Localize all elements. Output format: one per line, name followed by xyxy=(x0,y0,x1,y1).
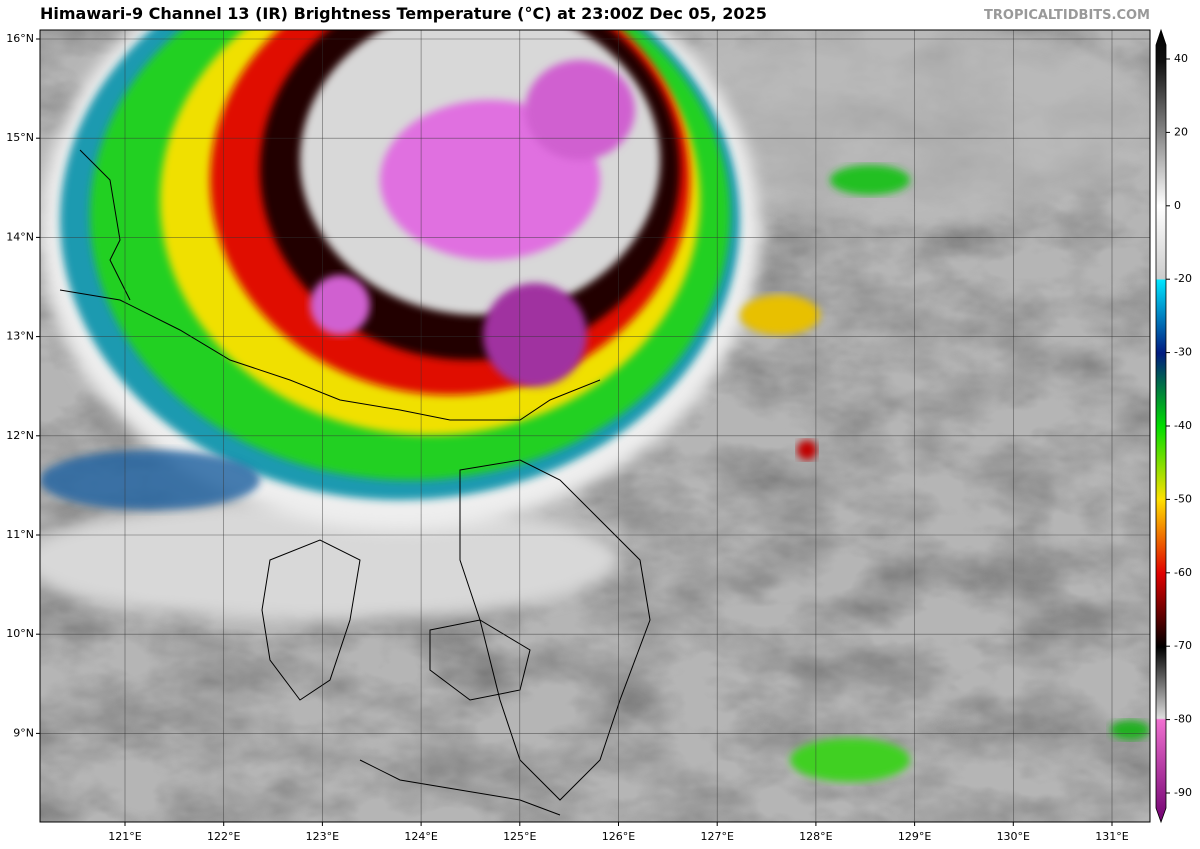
lat-label: 9°N xyxy=(13,726,34,739)
satellite-image xyxy=(40,30,1150,822)
credit: TROPICALTIDBITS.COM xyxy=(984,8,1150,23)
lon-label: 122°E xyxy=(207,830,240,843)
lat-label: 13°N xyxy=(6,330,34,343)
lat-label: 11°N xyxy=(6,528,34,541)
colorbar-label: -50 xyxy=(1174,492,1192,505)
lat-label: 10°N xyxy=(6,627,34,640)
lon-label: 121°E xyxy=(108,830,141,843)
lon-label: 129°E xyxy=(898,830,931,843)
colorbar-label: -30 xyxy=(1174,346,1192,359)
colorbar-label: 20 xyxy=(1174,125,1188,138)
colorbar-label: -80 xyxy=(1174,713,1192,726)
lon-label: 124°E xyxy=(404,830,437,843)
colorbar-label: -70 xyxy=(1174,639,1192,652)
colorbar-label: 0 xyxy=(1174,199,1181,212)
lat-label: 14°N xyxy=(6,230,34,243)
lon-label: 130°E xyxy=(997,830,1030,843)
title: Himawari-9 Channel 13 (IR) Brightness Te… xyxy=(40,4,767,23)
colorbar-label: -60 xyxy=(1174,566,1192,579)
lat-label: 12°N xyxy=(6,429,34,442)
lon-label: 125°E xyxy=(503,830,536,843)
lon-label: 123°E xyxy=(306,830,339,843)
lat-label: 16°N xyxy=(6,32,34,45)
lon-label: 127°E xyxy=(700,830,733,843)
map-frame xyxy=(39,29,1151,823)
colorbar-label: -40 xyxy=(1174,419,1192,432)
colorbar xyxy=(1155,28,1167,824)
colorbar-label: -20 xyxy=(1174,272,1192,285)
lon-label: 128°E xyxy=(799,830,832,843)
lon-label: 126°E xyxy=(602,830,635,843)
lat-label: 15°N xyxy=(6,131,34,144)
lon-label: 131°E xyxy=(1095,830,1128,843)
colorbar-label: 40 xyxy=(1174,52,1188,65)
colorbar-label: -90 xyxy=(1174,786,1192,799)
